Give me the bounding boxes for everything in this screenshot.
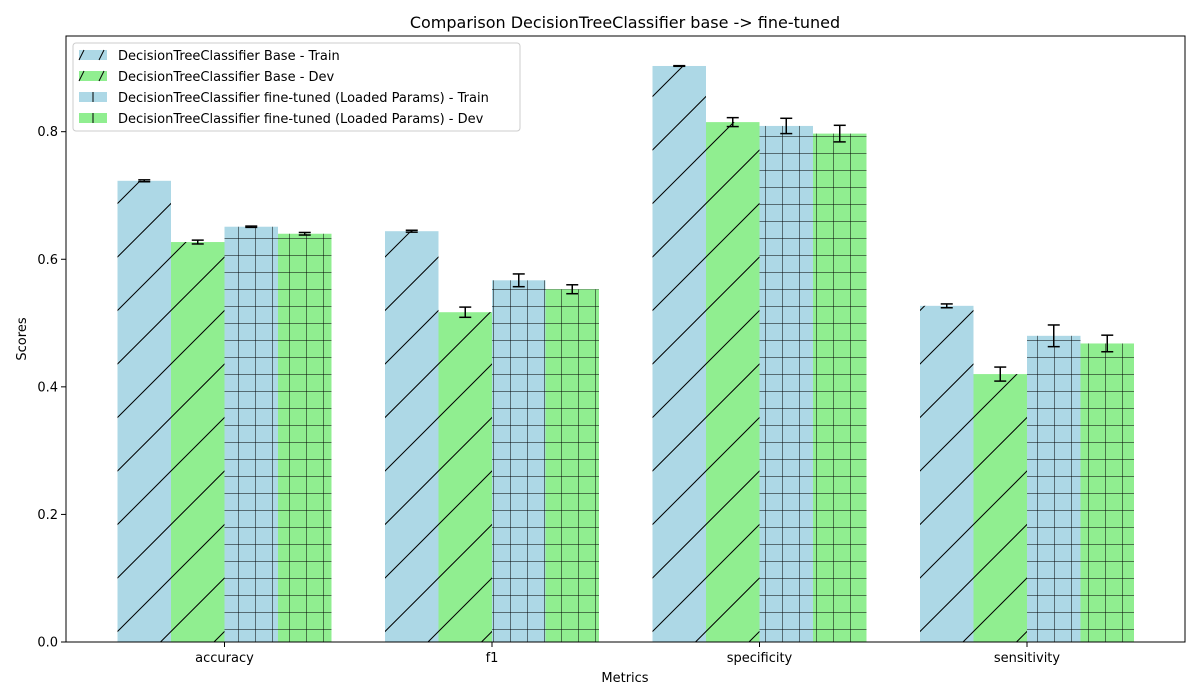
y-axis-label: Scores [15,317,30,360]
legend-label: DecisionTreeClassifier fine-tuned (Loade… [118,112,484,127]
legend-label: DecisionTreeClassifier Base - Train [118,49,340,64]
x-tick-label-sensitivity: sensitivity [994,651,1061,666]
bar-hatch-s1-specificity [706,122,760,643]
x-axis: accuracy f1 specificity sensitivity [195,642,1060,666]
legend-frame [72,42,521,132]
bar-hatch-s3-specificity [813,133,867,642]
error-bar-s2-specificity [780,117,793,135]
error-bar-s3-accuracy [298,231,311,236]
bar-hatch-s0-sensitivity [920,305,974,642]
error-bar-s3-sensitivity [1101,334,1114,353]
error-bar-s3-specificity [833,124,846,143]
x-tick-label-f1: f1 [486,651,499,666]
bar-hatch-s2-f1 [492,280,546,642]
legend-swatch [79,71,107,81]
y-tick-label: 0.0 [37,636,58,651]
bar-hatch-s3-f1 [545,289,599,642]
error-bar-s0-accuracy [138,179,151,183]
chart-title: Comparison DecisionTreeClassifier base -… [410,13,840,32]
y-tick-label: 0.6 [37,253,58,268]
legend-entry-0: DecisionTreeClassifier Base - Train [78,49,340,64]
error-bar-s1-accuracy [191,239,204,245]
bar-hatch-s0-f1 [385,231,439,642]
error-bar-s0-f1 [405,229,418,233]
bar-hatch-s3-sensitivity [1080,343,1134,642]
bar-hatch-s2-specificity [759,125,813,642]
y-axis: 0.0 0.2 0.4 0.6 0.8 [37,125,66,651]
error-bar-s1-f1 [459,306,472,319]
legend-swatch [79,50,107,60]
error-bar-s1-specificity [726,116,739,128]
bar-hatch-s2-accuracy [224,226,278,642]
bar-hatch-s1-sensitivity [973,374,1027,642]
error-bar-s3-f1 [566,284,579,295]
legend-entry-3: DecisionTreeClassifier fine-tuned (Loade… [79,112,484,127]
error-bar-s1-sensitivity [994,366,1007,382]
error-bar-s2-f1 [512,273,525,288]
bar-hatch-s1-f1 [438,312,492,642]
legend-entry-2: DecisionTreeClassifier fine-tuned (Loade… [79,91,489,106]
bar-hatch-s3-accuracy [278,233,332,642]
y-tick-label: 0.4 [37,380,58,395]
x-axis-label: Metrics [601,671,648,686]
error-bar-s2-accuracy [245,225,258,229]
bar-hatch-s0-accuracy [117,180,171,642]
error-bar-s2-sensitivity [1047,324,1060,348]
x-tick-label-accuracy: accuracy [195,651,254,666]
bar-hatch-s0-specificity [652,65,706,642]
legend-entry-1: DecisionTreeClassifier Base - Dev [78,70,335,85]
bar-hatch-s2-sensitivity [1027,335,1081,642]
error-bar-s0-specificity [673,64,686,68]
plot-frame [65,35,1186,643]
y-tick-label: 0.8 [37,125,58,140]
error-bars-layer [138,64,1114,382]
error-bar-s0-sensitivity [940,303,953,309]
y-tick-label: 0.2 [37,508,58,523]
bars-layer [117,65,1134,643]
legend-label: DecisionTreeClassifier fine-tuned (Loade… [118,91,489,106]
bar-hatch-s1-accuracy [171,242,225,643]
x-tick-label-specificity: specificity [727,651,793,666]
legend: DecisionTreeClassifier Base - Train Decis… [72,42,521,132]
legend-label: DecisionTreeClassifier Base - Dev [118,70,335,85]
